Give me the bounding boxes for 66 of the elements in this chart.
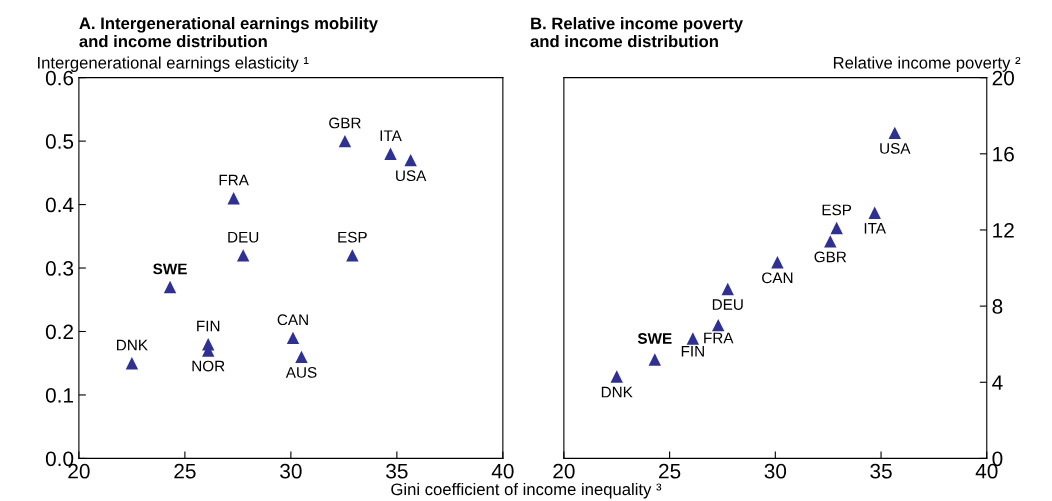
point (404, 153, 417, 167)
point (888, 126, 902, 140)
annotation: FIN (681, 345, 704, 357)
annotation: DEU (712, 299, 743, 310)
annotation: SWE (153, 263, 187, 275)
y-tick-label: 8 (992, 299, 1003, 314)
annotation: GBR (814, 251, 847, 263)
y-tick-label: 0.6 (45, 70, 74, 86)
chart-title: B. Relative income poverty and income distribution (530, 17, 743, 48)
y-tick-label: 20 (992, 70, 1014, 86)
x-tick-label: 25 (174, 463, 196, 479)
point (295, 350, 308, 364)
point (338, 134, 352, 148)
point (771, 256, 784, 269)
x-axis-title: Gini coefficient of income inequality ³ (391, 482, 662, 499)
point (125, 357, 139, 370)
y-axis-title: Intergenerational earnings elasticity ¹ (38, 56, 309, 72)
point (286, 331, 300, 345)
annotation: FRA (219, 174, 249, 186)
point (648, 353, 662, 366)
annotation: FRA (704, 332, 734, 344)
x-tick-label: 30 (764, 463, 787, 479)
annotation: DEU (228, 231, 259, 243)
point (163, 280, 177, 294)
annotation: ESP (338, 231, 367, 243)
x-tick-label: 30 (280, 463, 302, 479)
y-tick-label: 0.2 (45, 324, 73, 340)
y-tick-label: 4 (992, 375, 1003, 390)
annotation: CAN (762, 272, 793, 284)
y-tick-label: 0.5 (45, 134, 74, 149)
annotation: GBR (329, 117, 361, 129)
point (830, 221, 843, 235)
x-tick-label: 40 (491, 463, 514, 479)
y-tick-label: 0.1 (45, 387, 74, 403)
point (868, 206, 881, 220)
chart-title: A. Intergenerational earnings mobility and income distribution (79, 17, 378, 48)
y-tick-label: 0.3 (45, 261, 74, 276)
point (227, 192, 240, 205)
x-tick-label: 35 (386, 463, 408, 479)
annotation: DNK (117, 339, 148, 351)
y-tick-label: 16 (993, 146, 1014, 162)
point (686, 332, 700, 345)
point (824, 235, 837, 248)
annotation: DNK (601, 386, 633, 398)
point (610, 370, 623, 383)
annotation: CAN (277, 314, 308, 326)
annotation: NOR (192, 360, 225, 372)
point (721, 282, 734, 296)
annotation: ESP (822, 204, 852, 216)
y-tick-label: 0.4 (45, 197, 74, 213)
point (712, 318, 725, 332)
annotation: AUS (285, 367, 317, 378)
annotation: USA (880, 142, 911, 154)
annotation: ITA (864, 223, 886, 234)
x-tick-label: 25 (659, 463, 681, 479)
point (236, 249, 250, 262)
point (384, 147, 397, 161)
x-tick-label: 20 (553, 463, 575, 479)
point (346, 249, 359, 262)
annotation: ITA (380, 130, 402, 141)
annotation: USA (396, 170, 427, 182)
annotation: SWE (637, 333, 672, 344)
x-tick-label: 35 (870, 463, 892, 479)
annotation: FIN (197, 320, 220, 332)
y-axis-title: Relative income poverty ² (833, 56, 1021, 72)
y-tick-label: 12 (993, 222, 1014, 238)
